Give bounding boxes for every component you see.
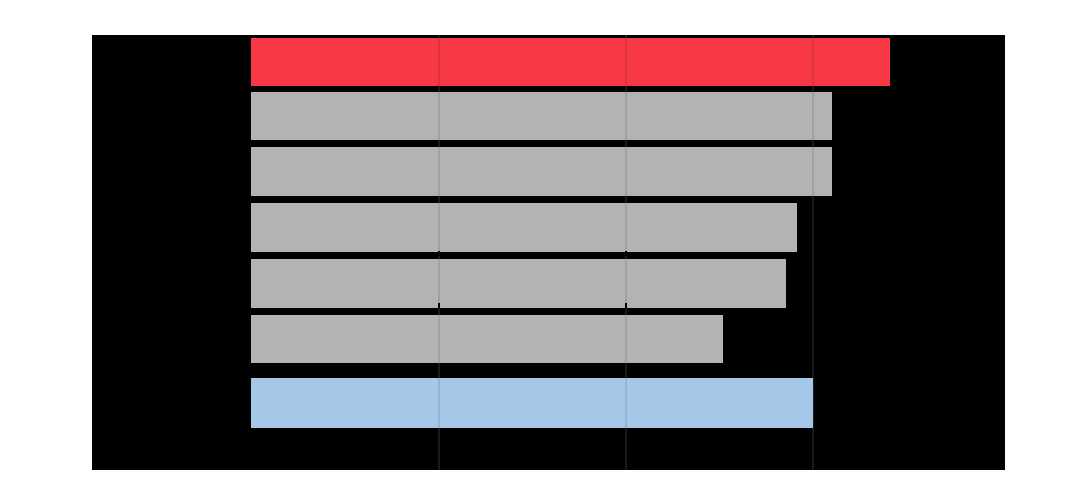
bar-gridline-overlay <box>625 315 627 363</box>
tick-stub-a <box>438 251 440 256</box>
bar-gridline-overlay <box>625 147 627 196</box>
tick-stub-d <box>625 303 627 308</box>
bar-6[interactable] <box>251 315 723 363</box>
bar-gridline-overlay <box>438 315 440 363</box>
bar-gridline-overlay <box>812 147 814 196</box>
bar-gridline-overlay <box>625 378 627 428</box>
bar-gridline-overlay <box>438 92 440 140</box>
bar-gridline-overlay <box>625 259 627 308</box>
bar-3[interactable] <box>251 147 832 196</box>
bar-gridline-overlay <box>625 92 627 140</box>
bar-gridline-overlay <box>438 147 440 196</box>
bar-4[interactable] <box>251 203 797 252</box>
gridline-3 <box>812 35 814 470</box>
tick-stub-c <box>438 303 440 308</box>
bar-gridline-overlay <box>438 203 440 252</box>
plot-panel <box>92 35 1005 470</box>
bar-gridline-overlay <box>625 38 627 86</box>
bar-gridline-overlay <box>438 259 440 308</box>
bar-gridline-overlay <box>438 378 440 428</box>
bar-7[interactable] <box>251 378 813 428</box>
bar-gridline-overlay <box>812 92 814 140</box>
bar-gridline-overlay <box>438 38 440 86</box>
bar-2[interactable] <box>251 92 832 140</box>
bars-layer <box>92 35 1005 470</box>
bar-1[interactable] <box>251 38 890 86</box>
bar-gridline-overlay <box>812 38 814 86</box>
tick-stub-b <box>625 251 627 256</box>
bar-gridline-overlay <box>625 203 627 252</box>
bar-5[interactable] <box>251 259 786 308</box>
